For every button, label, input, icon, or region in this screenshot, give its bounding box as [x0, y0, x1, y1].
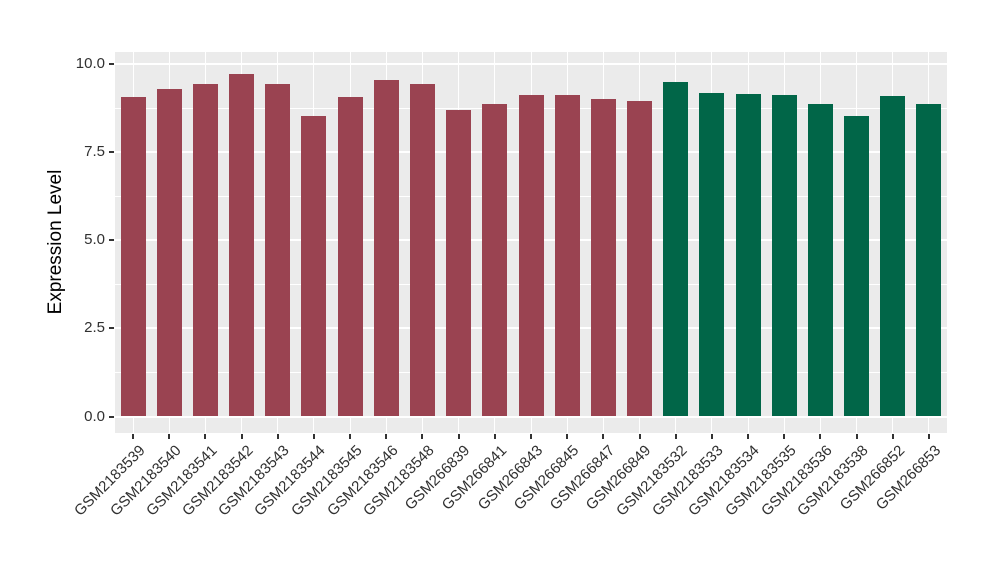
x-tick-mark	[530, 434, 532, 439]
bar-GSM266839	[446, 109, 472, 417]
bar-GSM2183533	[699, 92, 725, 417]
y-tick-mark	[109, 63, 114, 66]
x-tick-mark	[312, 434, 315, 439]
x-tick-mark	[819, 434, 822, 439]
x-tick-mark	[855, 434, 858, 439]
y-tick-label: 10.0	[75, 55, 105, 73]
x-tick-mark	[891, 434, 894, 439]
bar-GSM2183539	[120, 97, 146, 417]
y-tick-mark	[109, 415, 114, 418]
bar-GSM2183543	[265, 84, 291, 417]
x-tick-mark	[168, 434, 171, 439]
bar-GSM2183540	[156, 88, 182, 417]
x-tick-mark	[240, 434, 243, 439]
x-tick-mark	[493, 434, 496, 439]
x-tick-mark	[385, 434, 388, 439]
bar-GSM2183534	[735, 93, 761, 417]
x-tick-mark	[457, 434, 460, 439]
bar-GSM2183545	[337, 97, 363, 417]
x-tick-mark	[566, 434, 569, 439]
x-tick-mark	[710, 434, 713, 439]
bar-GSM2183536	[807, 103, 833, 417]
x-tick-mark	[674, 434, 677, 439]
y-tick-mark	[109, 239, 114, 242]
bar-GSM2183546	[373, 79, 399, 417]
bar-GSM2183542	[229, 73, 255, 417]
y-tick-label: 7.5	[84, 143, 105, 161]
bar-GSM266845	[554, 94, 580, 417]
bar-GSM2183548	[409, 83, 435, 417]
y-tick-mark	[109, 151, 114, 154]
y-tick-label: 0.0	[84, 407, 105, 425]
bar-GSM266841	[482, 103, 508, 417]
bar-GSM266852	[880, 95, 906, 417]
bar-GSM2183535	[771, 94, 797, 417]
x-tick-mark	[638, 434, 641, 439]
y-tick-label: 5.0	[84, 231, 105, 249]
x-tick-mark	[602, 434, 605, 439]
bar-GSM266847	[590, 99, 616, 417]
x-tick-mark	[276, 434, 279, 439]
y-tick-mark	[109, 327, 114, 330]
bar-GSM2183544	[301, 115, 327, 417]
y-axis-title-text: Expression Level	[45, 169, 66, 315]
x-tick-mark	[204, 434, 207, 439]
x-tick-mark	[783, 434, 786, 439]
plot-panel	[115, 52, 947, 433]
bar-GSM2183541	[192, 83, 218, 417]
y-tick-label: 2.5	[84, 319, 105, 337]
x-tick-mark	[747, 434, 750, 439]
x-tick-mark	[132, 434, 135, 439]
bar-GSM266853	[916, 103, 942, 417]
bar-GSM266849	[627, 101, 653, 417]
bar-GSM266843	[518, 95, 544, 417]
x-tick-mark	[349, 434, 352, 439]
bar-GSM2183532	[663, 81, 689, 417]
x-tick-mark	[421, 434, 424, 439]
bar-GSM2183538	[844, 115, 870, 417]
x-tick-mark	[927, 434, 930, 439]
